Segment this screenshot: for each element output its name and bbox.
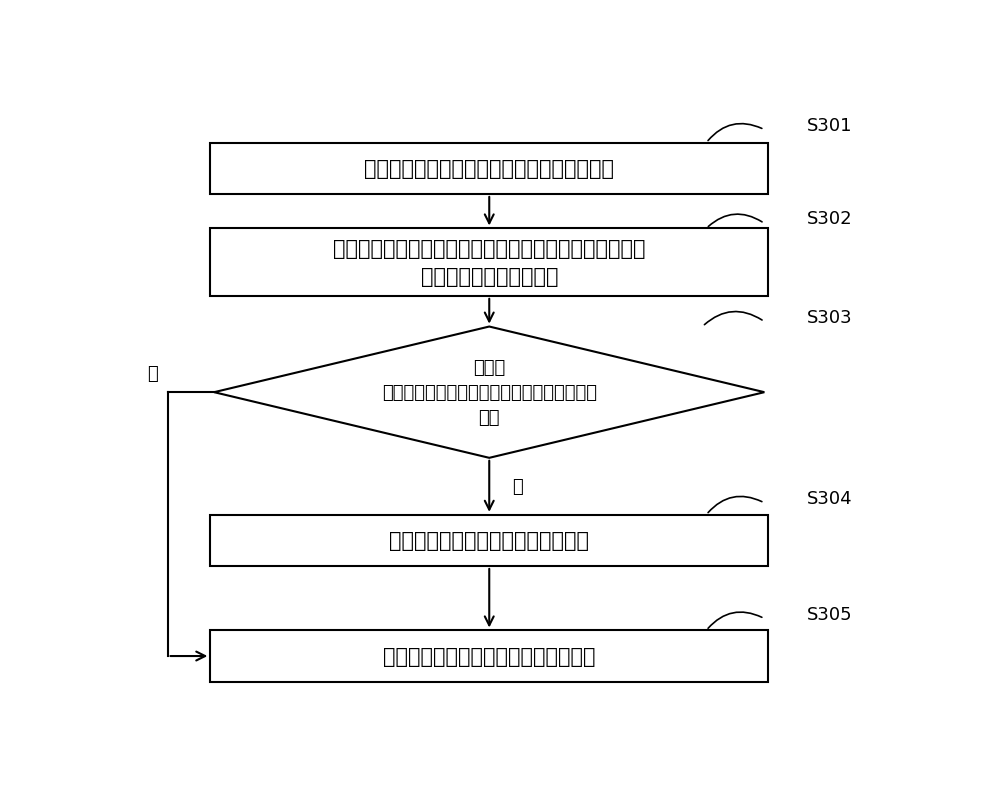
Text: 否: 否 [147, 365, 158, 383]
Text: 根据所述频率信号获得电平值最大的频率点，并确定电平
值最大的频率点的电平值: 根据所述频率信号获得电平值最大的频率点，并确定电平 值最大的频率点的电平值 [333, 238, 646, 287]
Text: 确定所述马达满足所述震动强度条件: 确定所述马达满足所述震动强度条件 [389, 530, 589, 551]
Text: 对所述录音信号进行傅里叶变换得到频率信号: 对所述录音信号进行傅里叶变换得到频率信号 [364, 159, 614, 179]
Polygon shape [214, 327, 764, 458]
Text: S301: S301 [807, 117, 852, 135]
FancyBboxPatch shape [210, 144, 768, 195]
FancyBboxPatch shape [210, 229, 768, 297]
Text: 确定所述马达不满足所述震动强度条件: 确定所述马达不满足所述震动强度条件 [383, 646, 596, 666]
Text: 判断电
平值最大的频率点的电平值是否高于预设的门
限值: 判断电 平值最大的频率点的电平值是否高于预设的门 限值 [382, 358, 597, 427]
FancyBboxPatch shape [210, 515, 768, 566]
Text: S305: S305 [807, 605, 853, 623]
FancyBboxPatch shape [210, 631, 768, 682]
Text: S303: S303 [807, 308, 853, 326]
Text: S304: S304 [807, 489, 853, 507]
Text: S302: S302 [807, 210, 853, 228]
Text: 是: 是 [512, 478, 523, 496]
